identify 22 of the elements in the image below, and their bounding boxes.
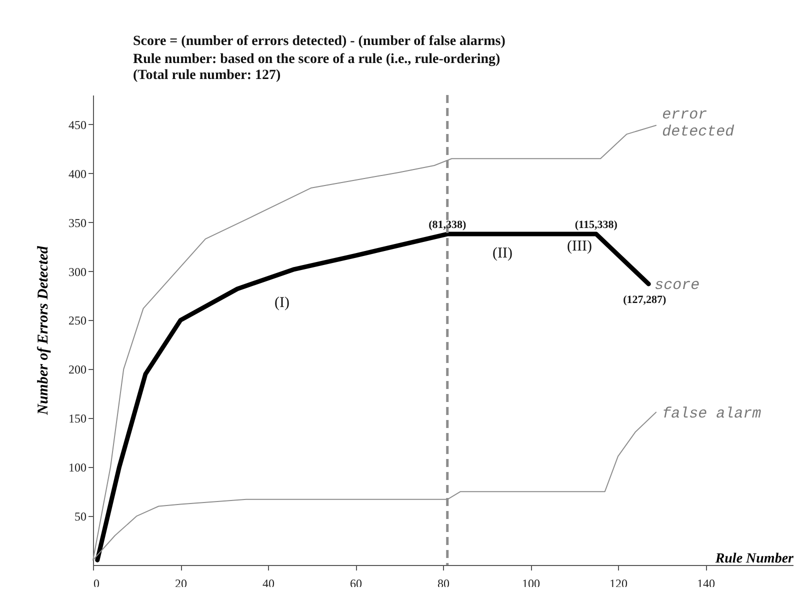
annotation: (I) (274, 294, 290, 311)
annotation: (III) (567, 238, 592, 254)
series-label: score (654, 276, 700, 294)
x-axis-title: Rule Number (714, 552, 794, 566)
y-tick-label: 400 (68, 166, 86, 181)
annotation: (II) (492, 245, 512, 262)
chart-title: Score = (number of errors detected) - (number of false alarms) (133, 34, 506, 49)
y-tick-label: 450 (68, 118, 86, 132)
series-label: false alarm (662, 405, 762, 422)
y-tick-label: 150 (68, 412, 86, 426)
annotation: (81,338) (428, 219, 466, 232)
annotation: (127,287) (623, 294, 666, 306)
y-tick-label: 250 (68, 314, 86, 328)
chart-subtitle: Rule number: based on the score of a rule (i.e., rule-ordering) (Total rule number: 127) (133, 52, 501, 83)
annotation: (115,338) (574, 219, 618, 232)
series-label: error detected (662, 106, 734, 140)
y-tick-label: 350 (68, 216, 86, 230)
y-tick-label: 200 (68, 362, 86, 377)
y-axis-title: Number of Errors Detected (36, 246, 52, 416)
y-tick-label: 100 (68, 460, 86, 475)
y-tick-label: 50 (74, 510, 86, 524)
y-tick-label: 300 (68, 264, 86, 279)
